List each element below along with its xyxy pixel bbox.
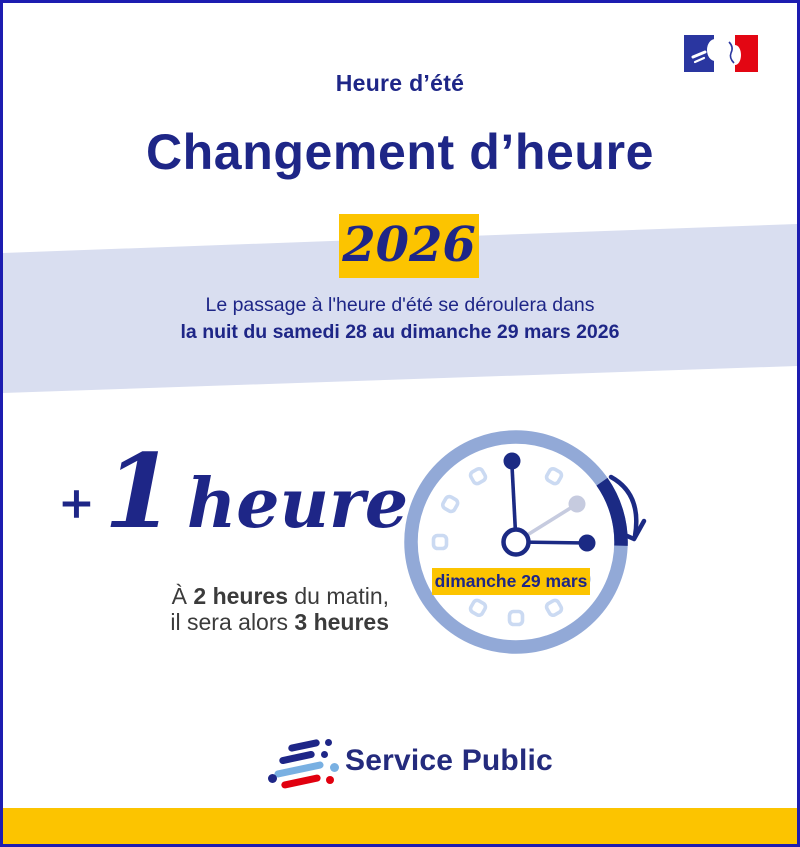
clock-hub bbox=[501, 527, 531, 557]
clock-svg bbox=[404, 430, 647, 654]
plus-one-hour-block: +1 heure À 2 heures du matin, il sera alo… bbox=[58, 440, 408, 636]
brand-name: Service Public bbox=[345, 744, 553, 777]
detail-line-1: À 2 heures du matin, bbox=[171, 583, 389, 609]
clock-ring-highlight-arc bbox=[596, 477, 628, 546]
plus-one-hour-headline: +1 heure bbox=[58, 440, 408, 574]
band-line-2: la nuit du samedi 28 au dimanche 29 mars… bbox=[180, 321, 620, 343]
big-number: 1 bbox=[103, 432, 175, 552]
page-title: Changement d’heure bbox=[145, 124, 655, 180]
band-line-1: Le passage à l'heure d'été se déroulera … bbox=[205, 294, 595, 316]
clockwise-arrow-icon bbox=[608, 474, 647, 542]
time-change-details: À 2 heures du matin, il sera alors 3 heu… bbox=[58, 583, 389, 635]
eyebrow-heading: Heure d’été bbox=[335, 70, 465, 96]
detail-line-2: il sera alors 3 heures bbox=[170, 609, 389, 635]
date-badge: dimanche 29 mars bbox=[432, 568, 590, 595]
bottom-yellow-bar bbox=[3, 808, 797, 844]
marianne-flag-svg bbox=[684, 35, 758, 72]
service-public-logo-icon bbox=[268, 736, 342, 798]
clock-illustration bbox=[395, 428, 655, 663]
plus-sign: + bbox=[58, 478, 95, 529]
info-band-text: Le passage à l'heure d'été se déroulera … bbox=[3, 292, 797, 346]
french-flag-marianne-icon bbox=[684, 35, 758, 72]
hour-word: heure bbox=[186, 464, 409, 544]
info-band: Le passage à l'heure d'été se déroulera … bbox=[3, 224, 797, 393]
year-badge: 2026 bbox=[339, 214, 479, 278]
